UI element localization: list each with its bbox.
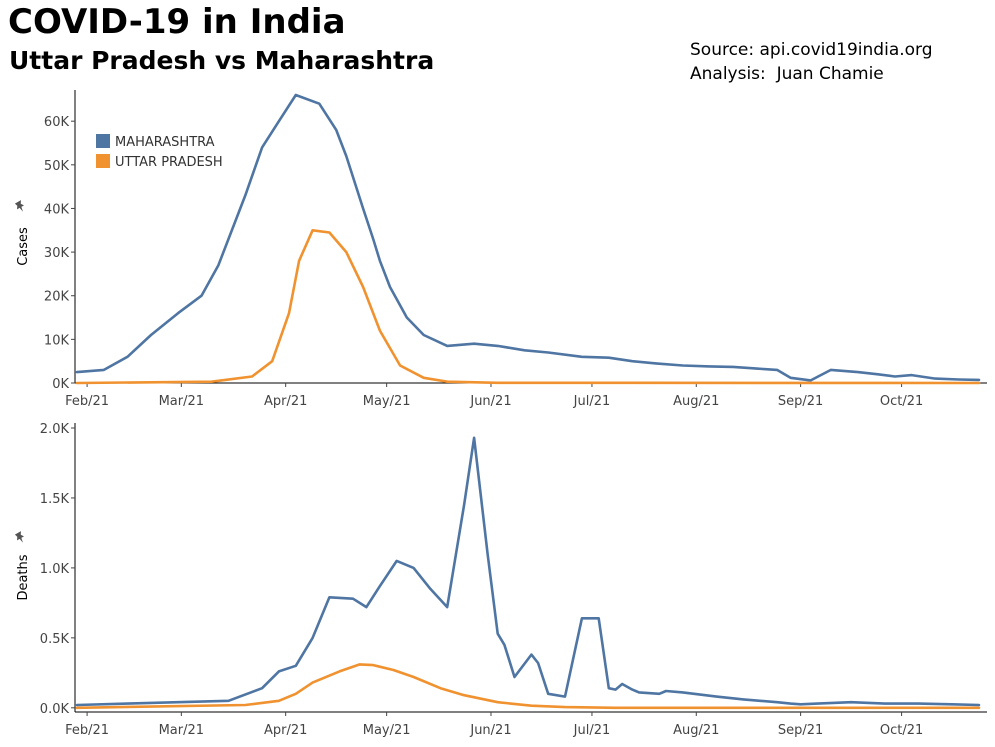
y-tick-label: 0.0K — [40, 702, 70, 717]
x-tick-label: Feb/21 — [65, 723, 109, 738]
x-tick-label: Aug/21 — [673, 723, 719, 738]
y-axis-title: Cases — [16, 227, 31, 266]
x-tick-label: Apr/21 — [264, 723, 307, 738]
y-tick-label: 10K — [44, 333, 70, 348]
x-tick-label: Apr/21 — [264, 394, 307, 409]
legend-swatch — [96, 134, 110, 148]
y-tick-label: 60K — [44, 115, 70, 130]
x-tick-label: May/21 — [363, 394, 411, 409]
y-tick-label: 2.0K — [40, 422, 70, 437]
x-tick-label: Sep/21 — [778, 394, 823, 409]
x-tick-label: Jul/21 — [573, 394, 611, 409]
y-tick-label: 1.5K — [40, 492, 70, 507]
series-line-maharashtra — [75, 93, 981, 382]
y-tick-label: 20K — [44, 290, 70, 305]
y-axis-title: Deaths — [16, 554, 31, 600]
x-tick-label: Oct/21 — [880, 394, 923, 409]
x-tick-label: Mar/21 — [159, 394, 204, 409]
x-tick-label: Jun/21 — [469, 394, 511, 409]
series-line-uttar-pradesh — [75, 229, 981, 385]
y-tick-label: 0.5K — [40, 632, 70, 647]
x-tick-label: Oct/21 — [880, 723, 923, 738]
x-tick-label: Sep/21 — [778, 723, 823, 738]
x-tick-label: May/21 — [363, 723, 411, 738]
series-line-uttar-pradesh — [75, 663, 981, 710]
x-tick-label: Feb/21 — [65, 394, 109, 409]
x-tick-label: Aug/21 — [673, 394, 719, 409]
y-tick-label: 50K — [44, 159, 70, 174]
analysis-text: Analysis: Juan Chamie — [690, 64, 884, 84]
x-tick-label: Jul/21 — [573, 723, 611, 738]
source-block: Source: api.covid19india.org Analysis: J… — [690, 38, 933, 86]
y-tick-label: 30K — [44, 246, 70, 261]
y-tick-label: 1.0K — [40, 562, 70, 577]
series-line-maharashtra — [75, 436, 981, 707]
page-title: COVID-19 in India — [8, 2, 346, 42]
y-tick-label: 40K — [44, 202, 70, 217]
legend-swatch — [96, 154, 110, 168]
pin-icon — [14, 531, 24, 543]
page-subtitle: Uttar Pradesh vs Maharashtra — [9, 46, 435, 75]
legend-label: UTTAR PRADESH — [115, 155, 223, 170]
y-tick-label: 0K — [52, 377, 69, 392]
x-tick-label: Mar/21 — [159, 723, 204, 738]
x-tick-label: Jun/21 — [469, 723, 511, 738]
legend-label: MAHARASHTRA — [115, 135, 215, 150]
source-text: Source: api.covid19india.org — [690, 40, 933, 60]
pin-icon — [14, 200, 24, 212]
